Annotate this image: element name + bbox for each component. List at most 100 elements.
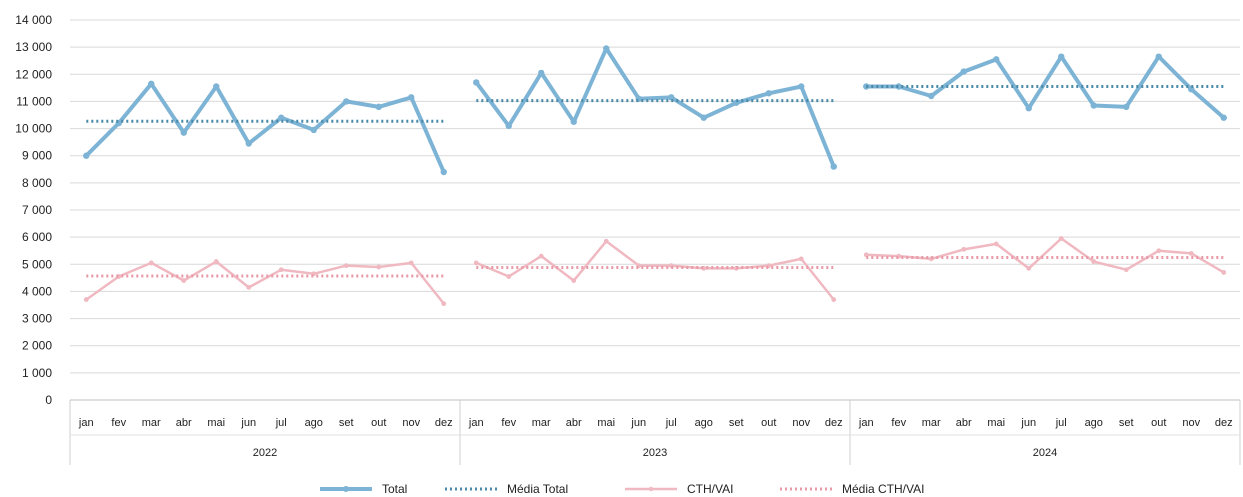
data-point-total (310, 126, 317, 134)
x-tick-label: ago (695, 417, 713, 429)
y-tick-label: 1 000 (22, 366, 52, 380)
data-point-total (863, 83, 870, 90)
legend-marker (648, 486, 654, 492)
y-tick-label: 10 000 (15, 122, 52, 136)
data-point-total (83, 152, 90, 159)
x-tick-label: jan (858, 417, 874, 429)
data-point-total (1123, 103, 1130, 111)
data-point-cth-vai (1123, 267, 1129, 273)
year-label: 2022 (253, 447, 277, 459)
data-point-cth-vai (993, 241, 999, 247)
grid (70, 19, 1240, 401)
data-point-cth-vai (1026, 265, 1032, 271)
data-point-total (505, 122, 512, 130)
x-tick-label: jun (1020, 417, 1036, 429)
x-tick-label: nov (1182, 417, 1200, 429)
x-tick-label: nov (402, 417, 420, 429)
series-line-total (84, 81, 446, 174)
data-point-cth-vai (506, 274, 512, 279)
data-point-cth-vai (1156, 248, 1162, 254)
x-axis: jan fev mar abr mai jun jul ago set out nov dez 2022… (69, 399, 1241, 465)
y-tick-label: 13 000 (15, 40, 52, 54)
data-point-total (765, 90, 772, 97)
data-point-cth-vai (538, 253, 544, 259)
data-point-total (375, 103, 382, 111)
y-tick-label: 7 000 (22, 203, 52, 217)
data-point-cth-vai (603, 238, 609, 244)
x-tick-label: dez (435, 417, 453, 429)
x-tick-label: mai (207, 417, 225, 429)
data-point-total (733, 99, 740, 106)
data-point-cth-vai (213, 259, 219, 264)
data-point-total (603, 45, 610, 52)
x-tick-label: mar (922, 417, 941, 429)
data-point-total (798, 83, 805, 90)
y-axis: 0 1 000 2 000 3 000 4 000 5 000 6 000 7 000 8 00… (15, 13, 52, 407)
y-tick-label: 4 000 (22, 284, 52, 298)
data-point-total (408, 94, 415, 101)
data-point-total (570, 118, 577, 125)
x-tick-label: mai (597, 417, 615, 429)
data-point-total (245, 140, 252, 147)
data-point-total (928, 92, 935, 100)
data-point-cth-vai (278, 267, 284, 273)
x-tick-label: jan (78, 417, 94, 429)
data-point-cth-vai (798, 256, 804, 262)
legend-label: Média Total (507, 482, 568, 496)
legend-marker (343, 486, 349, 492)
x-tick-label: mai (987, 417, 1005, 429)
y-tick-label: 0 (45, 393, 52, 407)
data-point-total (830, 163, 837, 170)
legend-label: CTH/VAI (687, 482, 733, 496)
y-tick-label: 9 000 (22, 149, 52, 163)
data-point-total (213, 83, 220, 90)
y-tick-label: 2 000 (22, 339, 52, 353)
data-point-total (538, 69, 545, 77)
year-label: 2024 (1033, 447, 1057, 459)
data-point-total (993, 56, 1000, 63)
data-point-total (1025, 105, 1032, 112)
y-tick-label: 14 000 (15, 13, 52, 27)
x-tick-label: dez (1215, 417, 1233, 429)
x-tick-label: jun (630, 417, 646, 429)
y-tick-label: 8 000 (22, 176, 52, 190)
legend-label: Total (382, 482, 407, 496)
data-point-cth-vai (441, 301, 447, 307)
x-tick-label: jul (665, 417, 677, 429)
y-tick-label: 6 000 (22, 230, 52, 244)
data-point-cth-vai (1221, 270, 1227, 275)
data-point-cth-vai (961, 246, 967, 252)
data-point-total (180, 129, 187, 136)
data-point-cth-vai (473, 260, 479, 266)
x-tick-label: fev (891, 417, 906, 429)
data-point-total (1220, 114, 1227, 121)
series-line-cth-vai (475, 239, 836, 301)
data-point-cth-vai (83, 297, 89, 302)
data-point-total (1188, 86, 1195, 93)
x-tick-label: set (1119, 417, 1134, 429)
data-point-total (1155, 53, 1162, 60)
data-point-total (960, 68, 967, 75)
data-point-cth-vai (831, 297, 837, 302)
data-point-cth-vai (1058, 236, 1064, 241)
x-tick-label: jun (240, 417, 256, 429)
x-tick-label: set (729, 417, 744, 429)
legend-label: Média CTH/VAI (842, 482, 924, 496)
x-tick-label: set (339, 417, 354, 429)
x-tick-label: abr (176, 417, 192, 429)
x-tick-label: jan (468, 417, 484, 429)
legend: Total Média Total CTH/VAI Média CTH/VAI (320, 482, 924, 496)
data-point-cth-vai (1091, 259, 1097, 264)
series-line-cth-vai (865, 237, 1226, 274)
data-point-total (278, 114, 285, 121)
y-tick-label: 3 000 (22, 312, 52, 326)
x-tick-label: jul (275, 417, 287, 429)
data-point-cth-vai (408, 260, 414, 266)
data-point-cth-vai (1188, 251, 1194, 256)
x-tick-label: out (371, 417, 386, 429)
x-tick-label: mar (532, 417, 551, 429)
data-point-total (1058, 53, 1065, 60)
series-line-cth-vai (85, 260, 446, 305)
x-tick-label: fev (501, 417, 516, 429)
